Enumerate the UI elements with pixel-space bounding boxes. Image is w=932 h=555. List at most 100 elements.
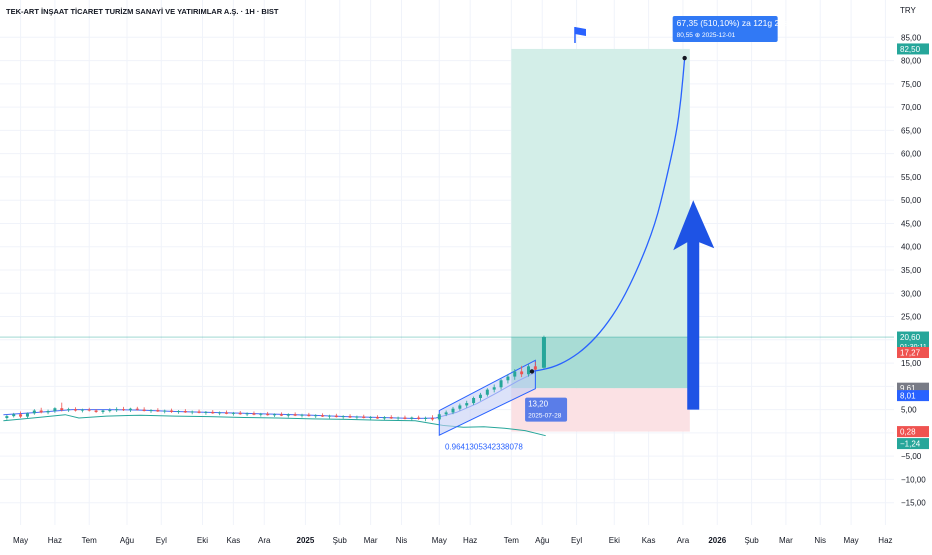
candle-body: [451, 408, 455, 413]
channel-value-label: 0.9641305342338078: [445, 442, 523, 451]
candle-body: [506, 376, 510, 381]
price-tick-label: 65,00: [901, 126, 922, 135]
candle-body: [176, 411, 180, 413]
price-tick-label: 70,00: [901, 103, 922, 112]
time-tick-label: May: [13, 536, 28, 545]
candle-body: [403, 417, 407, 419]
time-tick-label: Ağu: [535, 536, 549, 545]
candle-body: [369, 417, 373, 419]
candle-body: [156, 410, 160, 412]
candle-body: [527, 366, 531, 375]
candle-body: [533, 366, 537, 370]
time-axis[interactable]: May Haz Tem Ağu Eyl Eki Kas Ara 2025 Şub Mar Nis May…: [13, 536, 893, 545]
position-zones: [0, 48, 894, 432]
candle-body: [417, 417, 421, 419]
candle-body: [218, 412, 222, 414]
price-badge-label: −1,24: [900, 440, 921, 449]
projection-curve[interactable]: [531, 57, 686, 373]
candle-body: [273, 414, 277, 416]
candle-body: [19, 414, 23, 417]
time-tick-label: Ara: [258, 536, 271, 545]
grid-lines: [0, 0, 894, 525]
time-tick-label: Mar: [779, 536, 793, 545]
channel-polygon[interactable]: [438, 359, 536, 437]
candle-body: [183, 411, 187, 413]
price-axis-bg: [894, 0, 932, 550]
price-badge: [897, 347, 929, 359]
candle-body: [163, 410, 167, 412]
price-badge: [897, 390, 929, 402]
up-arrow[interactable]: [673, 200, 715, 410]
price-tick-label: 15,00: [901, 359, 922, 368]
candle-body: [314, 415, 318, 417]
candle-body: [211, 411, 215, 414]
candle-body: [74, 409, 78, 411]
candle-body: [149, 410, 153, 412]
time-tick-label: Şub: [333, 536, 348, 545]
projection[interactable]: 0.9641305342338078 67,35 (510,10%) za 121…: [445, 16, 788, 451]
projection-tooltip-line1: 67,35 (510,10%) za 121g 23s: [677, 18, 789, 28]
time-tick-label: Ara: [677, 536, 690, 545]
candle-body: [286, 414, 290, 416]
candle-body: [424, 417, 428, 419]
candle-body: [115, 409, 119, 411]
candle-body: [197, 411, 201, 413]
candle-body: [513, 371, 517, 377]
candle-body: [67, 409, 71, 411]
candle-body: [238, 412, 242, 415]
price-tick-label: 75,00: [901, 80, 922, 89]
candle-body: [32, 410, 36, 414]
candle-body: [362, 416, 366, 418]
time-tick-label: Eki: [609, 536, 620, 545]
time-tick-label: Nis: [396, 536, 408, 545]
time-tick-label: Kas: [642, 536, 656, 545]
time-tick-label: Eyl: [571, 536, 582, 545]
trend-channel[interactable]: [438, 359, 536, 437]
candle-body: [122, 409, 126, 411]
candle-body: [245, 413, 249, 415]
candle-body: [108, 410, 112, 412]
candle-body: [389, 417, 393, 419]
candle-body: [225, 412, 229, 414]
candle-body: [334, 415, 338, 418]
price-badge: [897, 382, 929, 394]
candle-body: [327, 415, 331, 417]
price-axis[interactable]: 85,00 80,00 75,00 70,00 65,00 60,00 55,00 50,00…: [894, 0, 932, 550]
price-tick-label: −10,00: [901, 475, 926, 484]
price-badge-label: 20,60: [900, 333, 921, 342]
candle-body: [46, 411, 50, 413]
candle-body: [5, 416, 9, 418]
price-badge-label: 17,27: [900, 349, 921, 358]
candle-body: [204, 411, 208, 413]
candle-body: [382, 417, 386, 419]
candle-body: [80, 409, 84, 411]
time-tick-label: Şub: [744, 536, 759, 545]
candle-body: [444, 412, 448, 415]
chart-title: TEK-ART İNŞAAT TİCARET TURİZM SANAYİ VE …: [6, 7, 279, 16]
price-tick-label: −15,00: [901, 499, 926, 508]
candle-body: [128, 408, 132, 411]
time-tick-label: Haz: [878, 536, 892, 545]
candle-body: [87, 409, 91, 411]
candle-body: [348, 416, 352, 418]
candle-body: [170, 410, 174, 412]
price-tick-label: 30,00: [901, 289, 922, 298]
price-tick-label: 45,00: [901, 219, 922, 228]
time-tick-label: May: [844, 536, 859, 545]
time-tick-label: Eki: [197, 536, 208, 545]
candle-body: [458, 405, 462, 409]
candle-body: [541, 337, 546, 368]
candle-body: [472, 397, 476, 404]
point-tooltip-line1: 13,20: [528, 400, 549, 409]
flag-icon[interactable]: [574, 26, 586, 43]
price-tick-label: 80,00: [901, 57, 922, 66]
candle-body: [12, 414, 16, 417]
price-tick-label: 85,00: [901, 33, 922, 42]
candle-body: [478, 394, 482, 398]
point-tooltip-line2: 2025-07-28: [528, 413, 562, 420]
candle-body: [307, 414, 311, 417]
open-profit-zone: [511, 337, 690, 389]
price-badge: [897, 331, 929, 352]
